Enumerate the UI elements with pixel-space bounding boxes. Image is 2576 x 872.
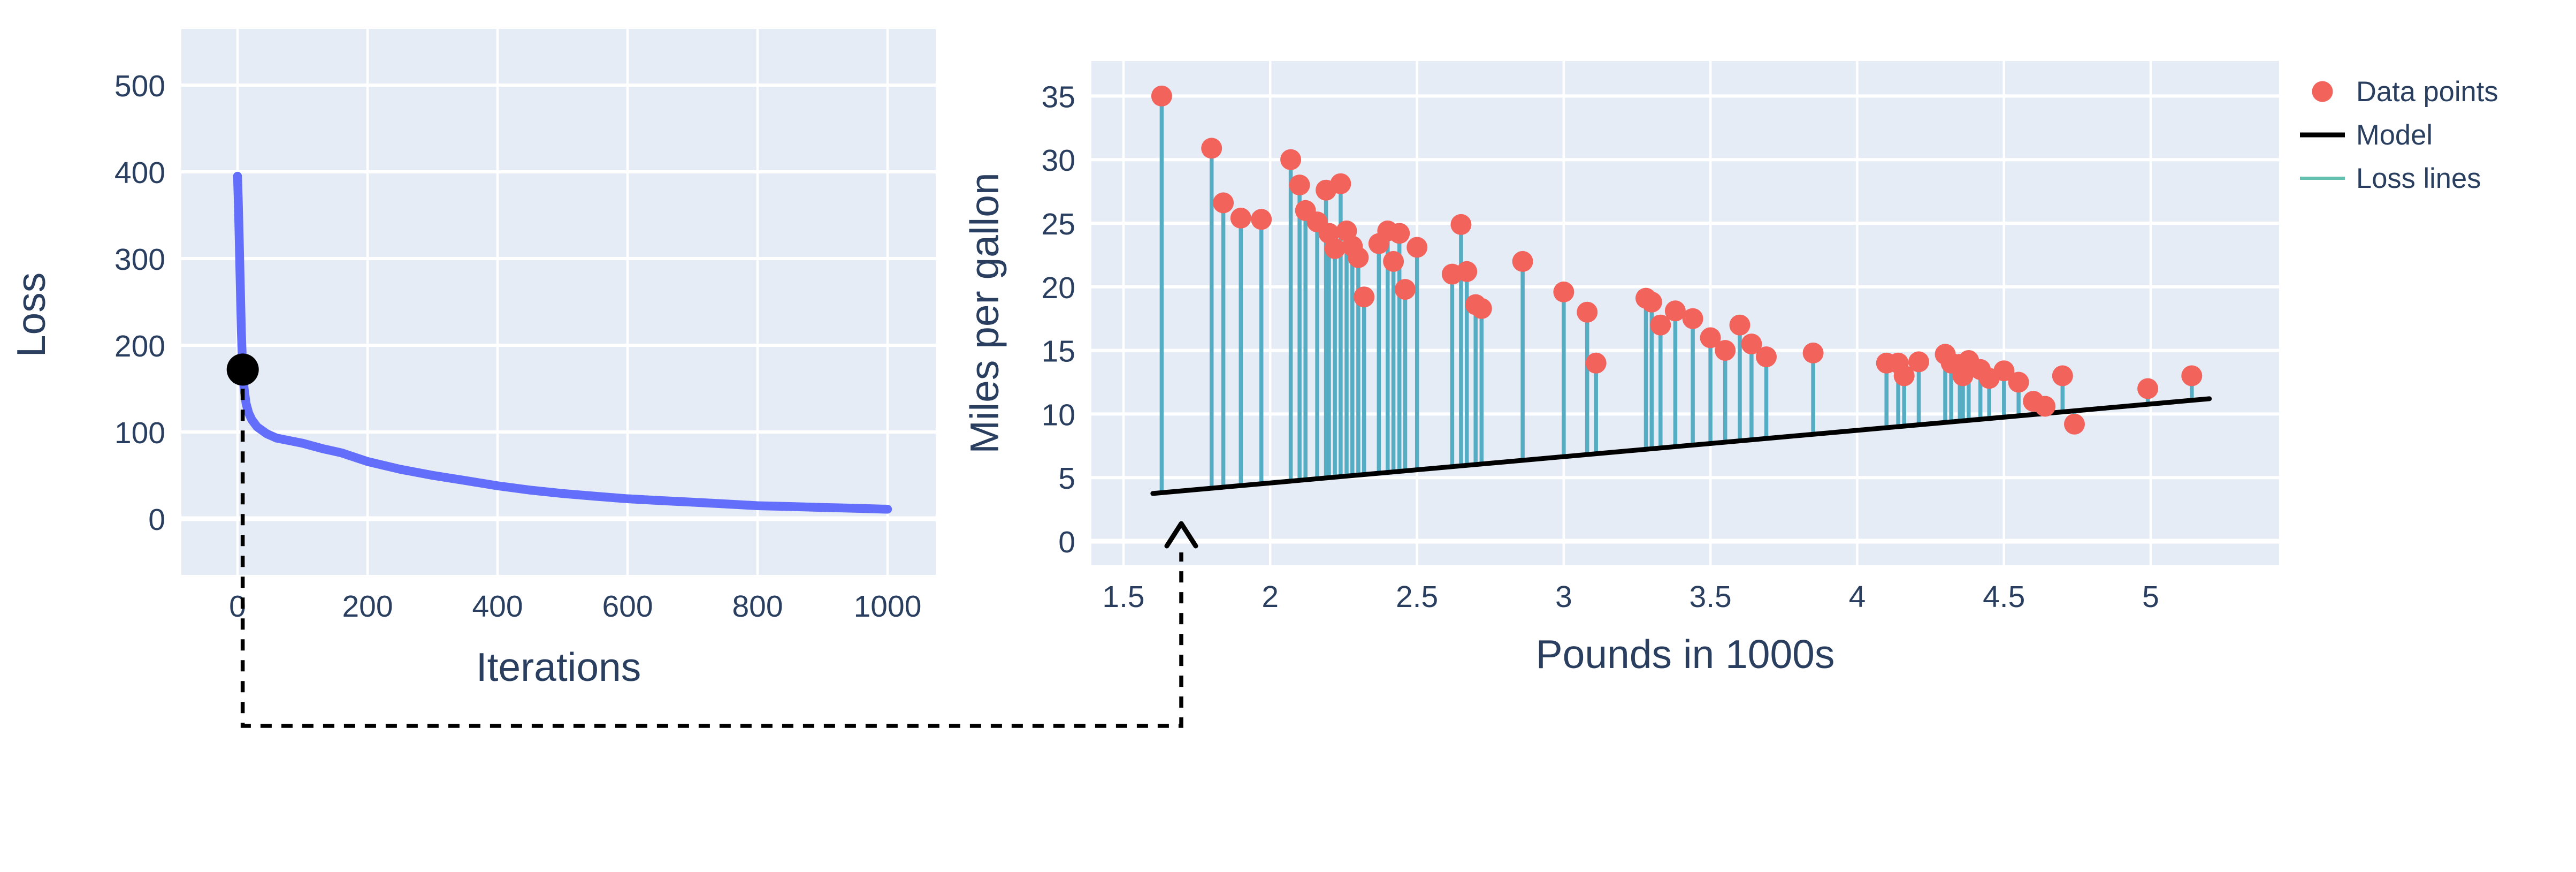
data-point [1280,149,1302,170]
iteration-connector [240,389,1198,728]
scatter-y-axis-title: Miles per gallon [962,172,1007,453]
data-point [1251,209,1272,230]
y-tick-label: 300 [114,242,165,277]
data-point [1395,279,1416,300]
connector-dashed-path [240,389,1183,728]
x-tick-label: 600 [602,589,653,624]
loss-curve-series [226,171,892,514]
x-tick-label: 1.5 [1102,580,1144,614]
data-point [1354,286,1375,308]
model-line [1150,396,2212,496]
data-point [1330,173,1351,194]
loss-y-axis-title: Loss [9,272,53,357]
x-tick-label: 2 [1262,580,1279,614]
model-fit-chart: 1.5 2 2.5 3 3.5 4 4.5 5 0 5 10 15 20 25 30 35 Miles per… [962,61,2498,677]
y-tick-label: 25 [1042,207,1075,241]
data-point [1993,360,2015,382]
x-tick-label: 3.5 [1690,580,1732,614]
data-point [1389,223,1410,244]
data-point [1213,192,1234,214]
data-point [1682,308,1703,329]
data-point [1756,346,1777,368]
model-line-group [1150,396,2212,496]
data-points-group [1151,85,2203,435]
data-point [1585,352,1607,374]
y-tick-label: 5 [1058,461,1075,496]
data-point [1893,365,1915,386]
y-tick-label: 20 [1042,271,1075,305]
data-point [2181,365,2203,386]
y-tick-label: 0 [148,503,165,537]
data-point [1700,327,1721,348]
data-point [1802,342,1824,363]
legend-label: Model [2356,119,2433,151]
x-tick-label: 5 [2142,580,2159,614]
y-tick-label: 30 [1042,143,1075,178]
x-tick-label: 400 [472,589,523,624]
data-point [1324,238,1346,259]
loss-plot-area[interactable] [181,29,936,575]
data-point [1407,237,1428,258]
x-tick-label: 4 [1849,580,1866,614]
x-tick-label: 3 [1555,580,1572,614]
data-point [1650,314,1671,336]
data-point [1383,251,1404,272]
data-point [1664,300,1686,322]
y-tick-label: 0 [1058,525,1075,559]
legend-item-model[interactable]: Model [2300,119,2433,151]
legend-marker-icon [2312,81,2333,102]
y-tick-label: 400 [114,156,165,190]
data-point [2008,371,2029,393]
data-point [1201,138,1222,159]
legend-label: Data points [2356,76,2498,108]
data-point [1450,214,1472,235]
data-point [1641,291,1662,313]
data-point [1512,251,1533,272]
y-tick-label: 200 [114,329,165,363]
data-point [1908,351,1929,373]
legend: Data points Model Loss lines [2300,76,2498,194]
data-point [2064,413,2085,435]
data-point [1553,281,1574,302]
data-point [1289,175,1310,196]
legend-item-loss-lines[interactable]: Loss lines [2300,163,2481,194]
scatter-tick-labels: 1.5 2 2.5 3 3.5 4 4.5 5 0 5 10 15 20 25 30 35 [1042,80,2159,614]
data-point [1151,85,1172,107]
y-tick-label: 15 [1042,335,1075,369]
data-point [1729,314,1751,336]
data-point [1348,247,1369,268]
y-tick-label: 10 [1042,398,1075,432]
data-point [1456,261,1478,282]
x-tick-label: 800 [732,589,783,624]
x-tick-label: 4.5 [1983,580,2025,614]
data-point [2052,365,2073,386]
scatter-x-axis-title: Pounds in 1000s [1536,632,1835,677]
loss-x-axis-title: Iterations [476,644,641,689]
data-point [2035,396,2056,417]
connector-arrow-up-icon [1164,521,1198,549]
y-tick-label: 100 [114,416,165,450]
y-tick-label: 35 [1042,80,1075,114]
data-point [1471,298,1492,319]
legend-label: Loss lines [2356,163,2481,194]
loss-gridlines [181,29,936,575]
current-iteration-marker[interactable] [226,353,259,386]
x-tick-label: 200 [342,589,393,624]
x-tick-label: 2.5 [1396,580,1438,614]
x-tick-label: 1000 [854,589,922,624]
y-tick-label: 500 [114,69,165,103]
data-point [1715,340,1736,361]
data-point [1577,301,1598,323]
data-point [1741,333,1762,355]
data-point [1230,207,1251,229]
loss-curve-line [233,171,892,514]
legend-item-data-points[interactable]: Data points [2312,76,2498,108]
data-point [2137,378,2159,399]
